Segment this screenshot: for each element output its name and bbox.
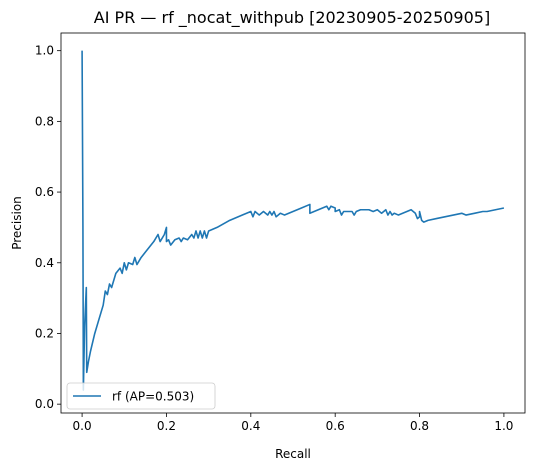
y-tick-label: 0.0 xyxy=(35,397,54,411)
x-tick-label: 0.8 xyxy=(410,419,429,433)
y-tick-label: 0.8 xyxy=(35,114,54,128)
x-axis-label: Recall xyxy=(275,447,311,461)
legend-box xyxy=(66,382,216,410)
y-tick-label: 1.0 xyxy=(35,44,54,58)
chart-title: AI PR — rf _nocat_withpub [20230905-2025… xyxy=(94,8,490,28)
y-tick-label: 0.6 xyxy=(35,185,54,199)
x-tick-label: 0.2 xyxy=(157,419,176,433)
y-tick-label: 0.2 xyxy=(35,326,54,340)
x-tick-label: 1.0 xyxy=(494,419,513,433)
legend: rf (AP=0.503) xyxy=(66,382,216,410)
legend-label: rf (AP=0.503) xyxy=(112,390,194,404)
x-tick-label: 0.6 xyxy=(326,419,345,433)
x-axis: 0.0 0.2 0.4 0.6 0.8 1.0 xyxy=(73,413,513,433)
plot-area xyxy=(61,33,525,413)
y-axis-label: Precision xyxy=(10,196,24,250)
x-tick-label: 0.4 xyxy=(241,419,260,433)
pr-curve-line xyxy=(81,50,505,391)
plot-frame xyxy=(60,32,526,414)
y-tick-label: 0.4 xyxy=(35,256,54,270)
x-tick-label: 0.0 xyxy=(73,419,92,433)
y-axis: 0.0 0.2 0.4 0.6 0.8 1.0 xyxy=(35,44,61,411)
